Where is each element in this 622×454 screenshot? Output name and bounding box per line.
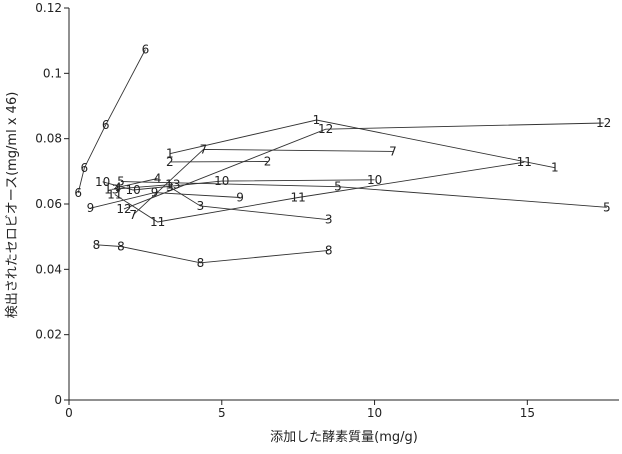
y-tick-label: 0.04	[35, 262, 62, 276]
series-line-8	[97, 245, 329, 263]
y-tick-label: 0.08	[35, 132, 62, 146]
point-label-layer: 1112233344555666677788889991010101011111…	[74, 43, 611, 270]
point-label-5: 5	[603, 200, 611, 214]
point-label-3: 3	[197, 199, 205, 213]
x-tick-label: 0	[65, 406, 73, 420]
point-label-7: 7	[389, 144, 397, 158]
series-line-1	[170, 120, 555, 168]
point-label-3: 3	[325, 213, 333, 227]
point-label-6: 6	[74, 186, 82, 200]
point-label-2: 2	[166, 155, 174, 169]
point-label-6: 6	[142, 43, 150, 57]
point-label-13: 13	[165, 177, 180, 191]
point-label-9: 9	[151, 186, 159, 200]
y-tick-label: 0	[54, 393, 62, 407]
point-label-9: 9	[236, 191, 244, 205]
y-tick-label: 0.02	[35, 328, 62, 342]
point-label-4: 4	[154, 172, 162, 186]
point-label-12: 12	[318, 122, 333, 136]
point-label-10: 10	[126, 183, 141, 197]
x-tick-label: 15	[520, 406, 535, 420]
y-axis-title: 検出されたセロビオース(mg/ml x 46)	[5, 92, 20, 319]
point-label-12: 12	[116, 202, 131, 216]
y-tick-label: 0.1	[43, 66, 62, 80]
point-label-9: 9	[87, 201, 95, 215]
point-label-11: 11	[291, 191, 306, 205]
point-label-13: 13	[104, 182, 119, 196]
point-label-6: 6	[102, 118, 110, 132]
point-label-11: 11	[517, 155, 532, 169]
point-label-11: 11	[150, 215, 165, 229]
point-label-8: 8	[117, 240, 125, 254]
series-line-11	[115, 162, 525, 222]
point-label-10: 10	[367, 173, 382, 187]
point-label-8: 8	[197, 256, 205, 270]
point-label-12: 12	[596, 116, 611, 130]
point-label-8: 8	[93, 238, 101, 252]
point-label-10: 10	[214, 174, 229, 188]
x-axis-title: 添加した酵素質量(mg/g)	[270, 430, 418, 445]
point-label-8: 8	[325, 243, 333, 257]
x-tick-label: 5	[218, 406, 226, 420]
point-label-2: 2	[264, 155, 272, 169]
point-label-1: 1	[551, 161, 559, 175]
point-label-6: 6	[80, 161, 88, 175]
point-label-7: 7	[200, 142, 208, 156]
x-tick-label: 10	[367, 406, 382, 420]
point-label-5: 5	[334, 180, 342, 194]
y-tick-label: 0.12	[35, 1, 62, 15]
y-tick-label: 0.06	[35, 197, 62, 211]
series-line-6	[78, 50, 145, 193]
